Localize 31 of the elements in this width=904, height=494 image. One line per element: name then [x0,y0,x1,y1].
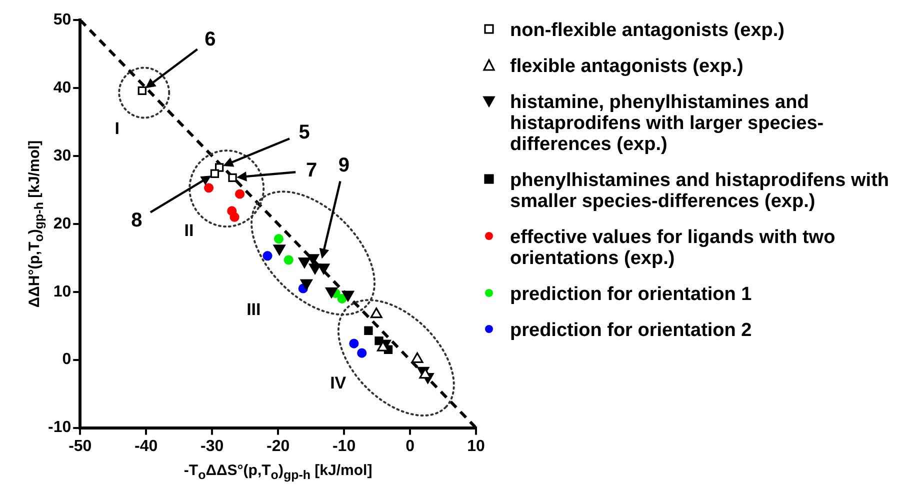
annotation: III [246,300,261,320]
legend-label: prediction for orientation 2 [510,320,752,341]
y-tick-label: 20 [53,215,72,232]
x-tick-label: -10 [332,438,356,455]
legend-label: prediction for orientation 1 [510,284,752,305]
y-tick-label: 40 [53,79,72,96]
legend-label: flexible antagonists (exp.) [510,56,744,77]
y-tick-label: 30 [53,147,72,164]
annotation: IV [330,373,347,392]
annotation: 8 [131,210,142,232]
annotation: II [184,221,194,240]
annotation: 7 [306,160,318,182]
legend-label: histamine, phenylhistamines and histaprodifens with larger species-differences (exp.) [510,92,825,155]
x-tick-label: -20 [266,438,290,455]
x-tick-label: 10 [467,438,485,455]
y-tick-label: 0 [62,351,72,368]
legend-label: non-flexible antagonists (exp.) [510,20,784,41]
legend-label: phenylhistamines and histaprodifens with smaller species-differences (exp.) [510,170,890,212]
annotation: 5 [298,121,310,144]
annotation: 9 [338,154,350,177]
x-tick-label: -50 [68,438,92,455]
y-tick-label: 50 [53,11,72,28]
y-tick-label: 10 [53,283,72,300]
x-tick-label: -40 [134,438,158,455]
annotation: 6 [204,28,216,51]
x-tick-label: 0 [406,438,415,455]
x-tick-label: -30 [200,438,224,455]
x-axis-title: -T$_{o}$ΔΔS°(p,T$_{o}$)$_{gp-h}$ [kJ/mol] [184,462,372,482]
y-tick-label: -10 [48,419,72,436]
annotation: I [114,119,120,138]
legend-label: effective values for ligands with two orientations (exp.) [510,227,836,269]
